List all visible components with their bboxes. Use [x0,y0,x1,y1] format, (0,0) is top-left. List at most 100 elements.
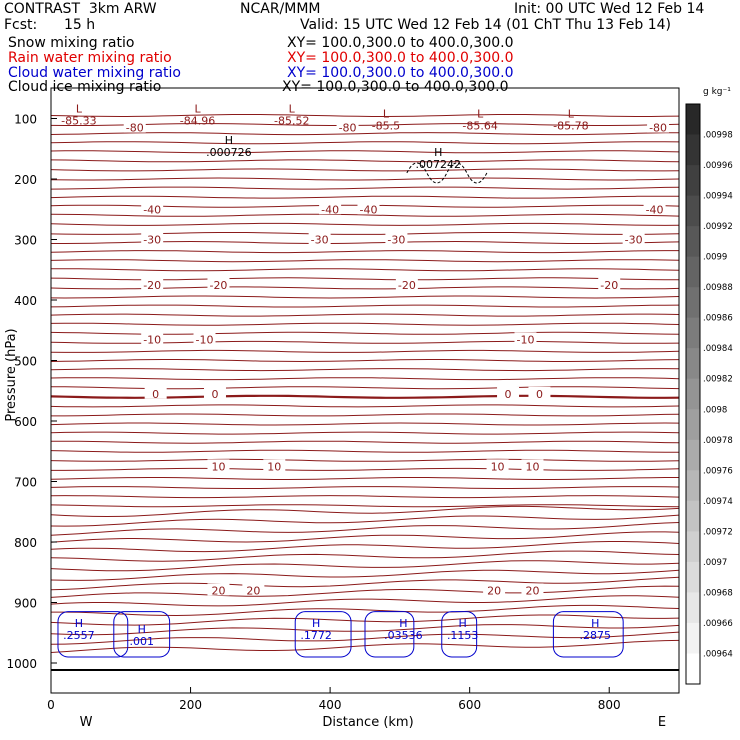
x-tick-label: 600 [458,698,481,712]
contour-label-bg [263,459,286,472]
field-cloudwater-xy: XY= 100.0,300.0 to 400.0,300.0 [287,65,514,81]
colorbar-swatch [686,226,700,258]
extremum-marker: L [194,103,201,116]
temperature-contour [50,422,680,426]
temperature-contour [50,150,680,154]
contour-label-bg [483,583,506,596]
temperature-contour [50,304,680,308]
model-title: CONTRAST 3km ARW [4,1,157,17]
temperature-contour [50,495,680,499]
colorbar-tick-label: .00982 [703,375,733,385]
temperature-contour [50,477,679,480]
x-tick-label: 800 [598,698,621,712]
y-axis-title: Pressure (hPa) [4,328,19,421]
contour-label: -10 [143,333,161,346]
extremum-marker: H [225,134,233,147]
contour-label: -10 [196,333,214,346]
contour-label-bg [319,202,342,215]
cloud-water-contour [113,611,171,658]
colorbar-tick-label: .00968 [703,588,733,598]
contour-label-bg [141,232,164,245]
extremum-value: .007242 [416,158,462,171]
init-time: Init: 00 UTC Wed 12 Feb 14 [514,1,705,17]
y-tick-label: 200 [14,173,37,187]
colorbar-swatch [686,531,700,563]
contour-label-bg [647,120,670,133]
temperature-contour [50,449,679,453]
extremum-marker: L [477,107,484,120]
temperature-contour [50,222,680,226]
extremum-marker: H [312,617,320,630]
extremum-value: .2557 [63,629,95,642]
x-axis-title: Distance (km) [322,715,413,730]
colorbar-unit: g kg⁻¹ [703,87,731,97]
colorbar-tick-label: .00966 [703,619,733,629]
contour-label-bg [395,277,418,290]
temperature-contour [50,295,680,299]
field-rain-xy: XY= 100.0,300.0 to 400.0,300.0 [287,50,514,66]
field-cloudice-xy: XY= 100.0,300.0 to 400.0,300.0 [282,79,509,95]
temperature-contour [50,560,680,572]
extremum-marker: H [591,617,599,630]
contour-label-bg [193,332,216,345]
contour-label: -40 [646,203,664,216]
y-tick-label: 900 [14,597,37,611]
colorbar-tick-label: .0097 [703,558,727,568]
colorbar-swatch [686,134,700,166]
colorbar-tick-label: .00976 [703,466,733,476]
colorbar-tick-label: .00992 [703,222,733,232]
direction-west: W [80,715,93,730]
contour-label: -40 [321,203,339,216]
colorbar-swatch [686,165,700,197]
temperature-contour [50,514,680,527]
contour-label-bg [144,386,167,399]
y-tick-label: 300 [14,234,37,248]
colorbar-swatch [686,195,700,227]
temperature-contour [50,595,680,607]
temperature-contour [50,159,680,163]
contour-label-bg [123,120,146,133]
contour-label: 10 [267,460,281,473]
contour-label: 10 [525,460,539,473]
temperature-contour [50,377,680,381]
field-cloudice-name: Cloud ice mixing ratio [8,79,162,95]
contour-label: 20 [487,584,501,597]
direction-east: E [658,715,666,730]
temperature-contour [50,195,679,199]
field-cloudwater-name: Cloud water mixing ratio [8,65,181,81]
contour-label-bg [497,386,520,399]
colorbar-tick-label: .0099 [703,253,727,263]
y-tick-label: 800 [14,536,37,550]
temperature-contour [50,114,680,118]
contour-label: 20 [525,584,539,597]
contour-label: -20 [398,279,416,292]
cloud-water-contour [441,611,478,658]
temperature-contour [50,504,680,508]
colorbar-tick-label: .00986 [703,314,733,324]
y-tick-label: 400 [14,294,37,308]
y-tick-label: 700 [14,476,37,490]
contour-label: -30 [625,234,643,247]
temperature-contour [50,368,680,372]
extremum-value: -84.96 [180,115,215,128]
extremum-marker: H [434,146,442,159]
contour-layer: -80 -80 -80 -40 -40 -40 -40 -30 -30 -30 -30 -20 -20 -… [50,103,680,658]
temperature-contour [50,177,680,181]
colorbar-swatch [686,317,700,349]
temperature-contour [50,141,680,145]
contour-label-bg [622,232,645,245]
temperature-contour [51,604,680,617]
extremum-value: .000726 [206,146,252,159]
temperature-contour [50,541,680,553]
contour-label-bg [486,459,509,472]
temperature-contour [50,349,680,353]
contour-label-bg [521,583,544,596]
temperature-contour [50,576,680,591]
contour-label: 0 [505,388,512,401]
temperature-contour [50,123,680,126]
temperature-contour [50,550,680,562]
y-tick-label: 600 [14,415,37,429]
contour-label: 10 [211,460,225,473]
extremum-value: .1153 [447,629,479,642]
colorbar-swatch [686,470,700,502]
